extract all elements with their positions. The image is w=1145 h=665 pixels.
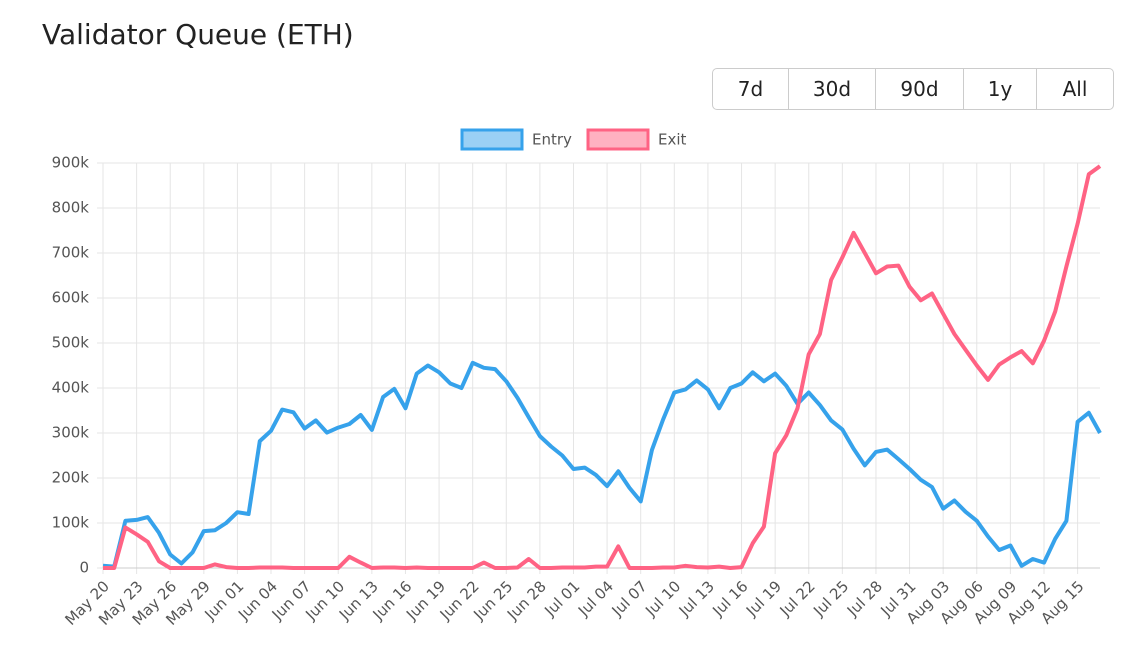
y-tick-label: 800k bbox=[52, 199, 90, 217]
chart-title: Validator Queue (ETH) bbox=[42, 18, 354, 51]
x-tick-label: Jul 28 bbox=[843, 577, 886, 620]
x-tick-label: Jul 16 bbox=[708, 577, 751, 620]
x-tick-label: Jul 19 bbox=[742, 577, 785, 620]
x-tick-label: Jul 22 bbox=[776, 577, 819, 620]
legend-swatch bbox=[586, 128, 650, 151]
y-tick-label: 300k bbox=[52, 424, 90, 442]
legend-label: Entry bbox=[532, 131, 572, 149]
y-tick-label: 0 bbox=[79, 559, 89, 577]
legend-swatch bbox=[460, 128, 524, 151]
range-button[interactable]: 30d bbox=[788, 69, 875, 109]
line-series bbox=[103, 164, 1102, 570]
y-tick-label: 200k bbox=[52, 469, 90, 487]
range-button[interactable]: 7d bbox=[737, 77, 764, 101]
y-tick-label: 500k bbox=[52, 334, 90, 352]
x-tick-label: Jul 04 bbox=[574, 577, 617, 620]
x-tick-label: Jul 25 bbox=[809, 577, 852, 620]
x-tick-label: Jul 07 bbox=[608, 577, 651, 620]
y-tick-label: 700k bbox=[52, 244, 90, 262]
y-tick-label: 100k bbox=[52, 514, 90, 532]
x-tick-label: Jul 10 bbox=[641, 577, 684, 620]
range-buttons: 7d 30d 90d 1y All bbox=[712, 68, 1114, 110]
range-button[interactable]: All bbox=[1036, 69, 1113, 109]
y-tick-label: 400k bbox=[52, 379, 90, 397]
x-tick-label: Jul 13 bbox=[675, 577, 718, 620]
line-series bbox=[102, 360, 1102, 569]
y-tick-label: 600k bbox=[52, 289, 90, 307]
range-button[interactable]: 90d bbox=[875, 69, 963, 109]
x-tick-label: Jul 01 bbox=[540, 577, 583, 620]
range-button[interactable]: 1y bbox=[963, 69, 1036, 109]
legend-label: Exit bbox=[658, 131, 687, 149]
y-tick-label: 900k bbox=[52, 154, 90, 172]
